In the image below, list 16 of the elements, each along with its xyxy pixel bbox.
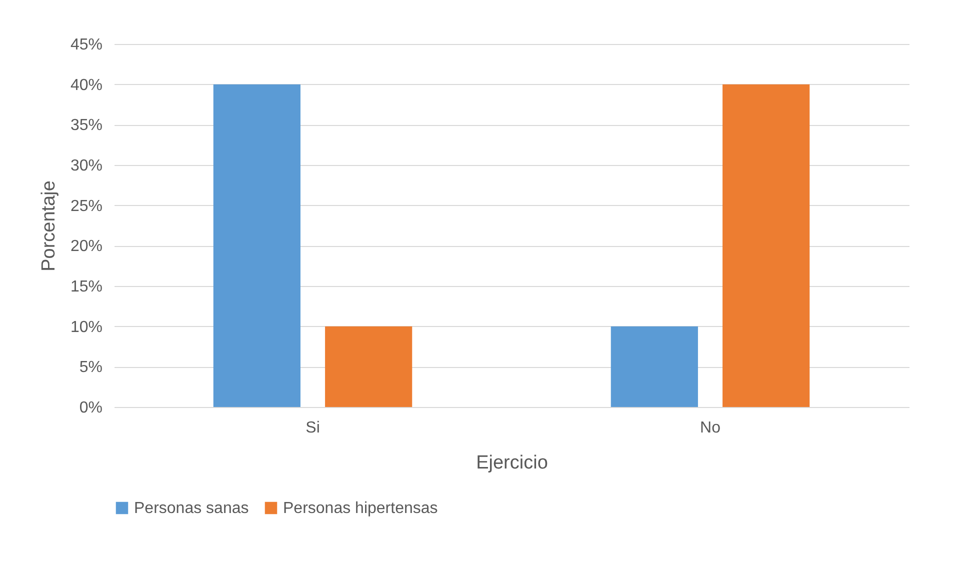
x-tick-label: No <box>700 420 721 436</box>
y-tick-label: 45% <box>70 36 102 54</box>
x-axis-title: Ejercicio <box>476 452 548 474</box>
y-tick-label: 15% <box>70 278 102 296</box>
y-tick-label: 5% <box>79 359 102 376</box>
y-tick-label: 10% <box>70 318 102 336</box>
y-tick-label: 40% <box>70 76 102 94</box>
y-tick-label: 35% <box>70 117 102 134</box>
legend-label: Personas hipertensas <box>283 500 438 517</box>
y-axis-title: Porcentaje <box>38 180 60 272</box>
legend-label: Personas sanas <box>134 500 249 517</box>
y-tick-label: 0% <box>79 400 102 416</box>
x-tick-label: Si <box>306 420 320 436</box>
y-tick-label: 30% <box>70 158 102 174</box>
y-tick-label: 20% <box>70 238 102 256</box>
y-tick-label: 25% <box>70 198 102 215</box>
